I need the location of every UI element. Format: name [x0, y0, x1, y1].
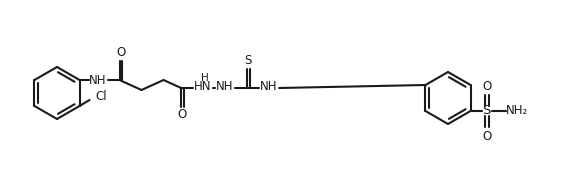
- Text: NH: NH: [260, 80, 278, 94]
- Text: O: O: [482, 130, 491, 142]
- Text: O: O: [178, 109, 187, 121]
- Text: NH: NH: [217, 80, 234, 94]
- Text: O: O: [482, 79, 491, 93]
- Text: Cl: Cl: [95, 90, 107, 104]
- Text: H: H: [201, 73, 209, 83]
- Text: NH₂: NH₂: [505, 105, 528, 117]
- Text: NH: NH: [89, 74, 107, 88]
- Text: HN: HN: [194, 80, 212, 94]
- Text: S: S: [244, 55, 252, 67]
- Text: S: S: [482, 105, 491, 117]
- Text: O: O: [116, 46, 125, 60]
